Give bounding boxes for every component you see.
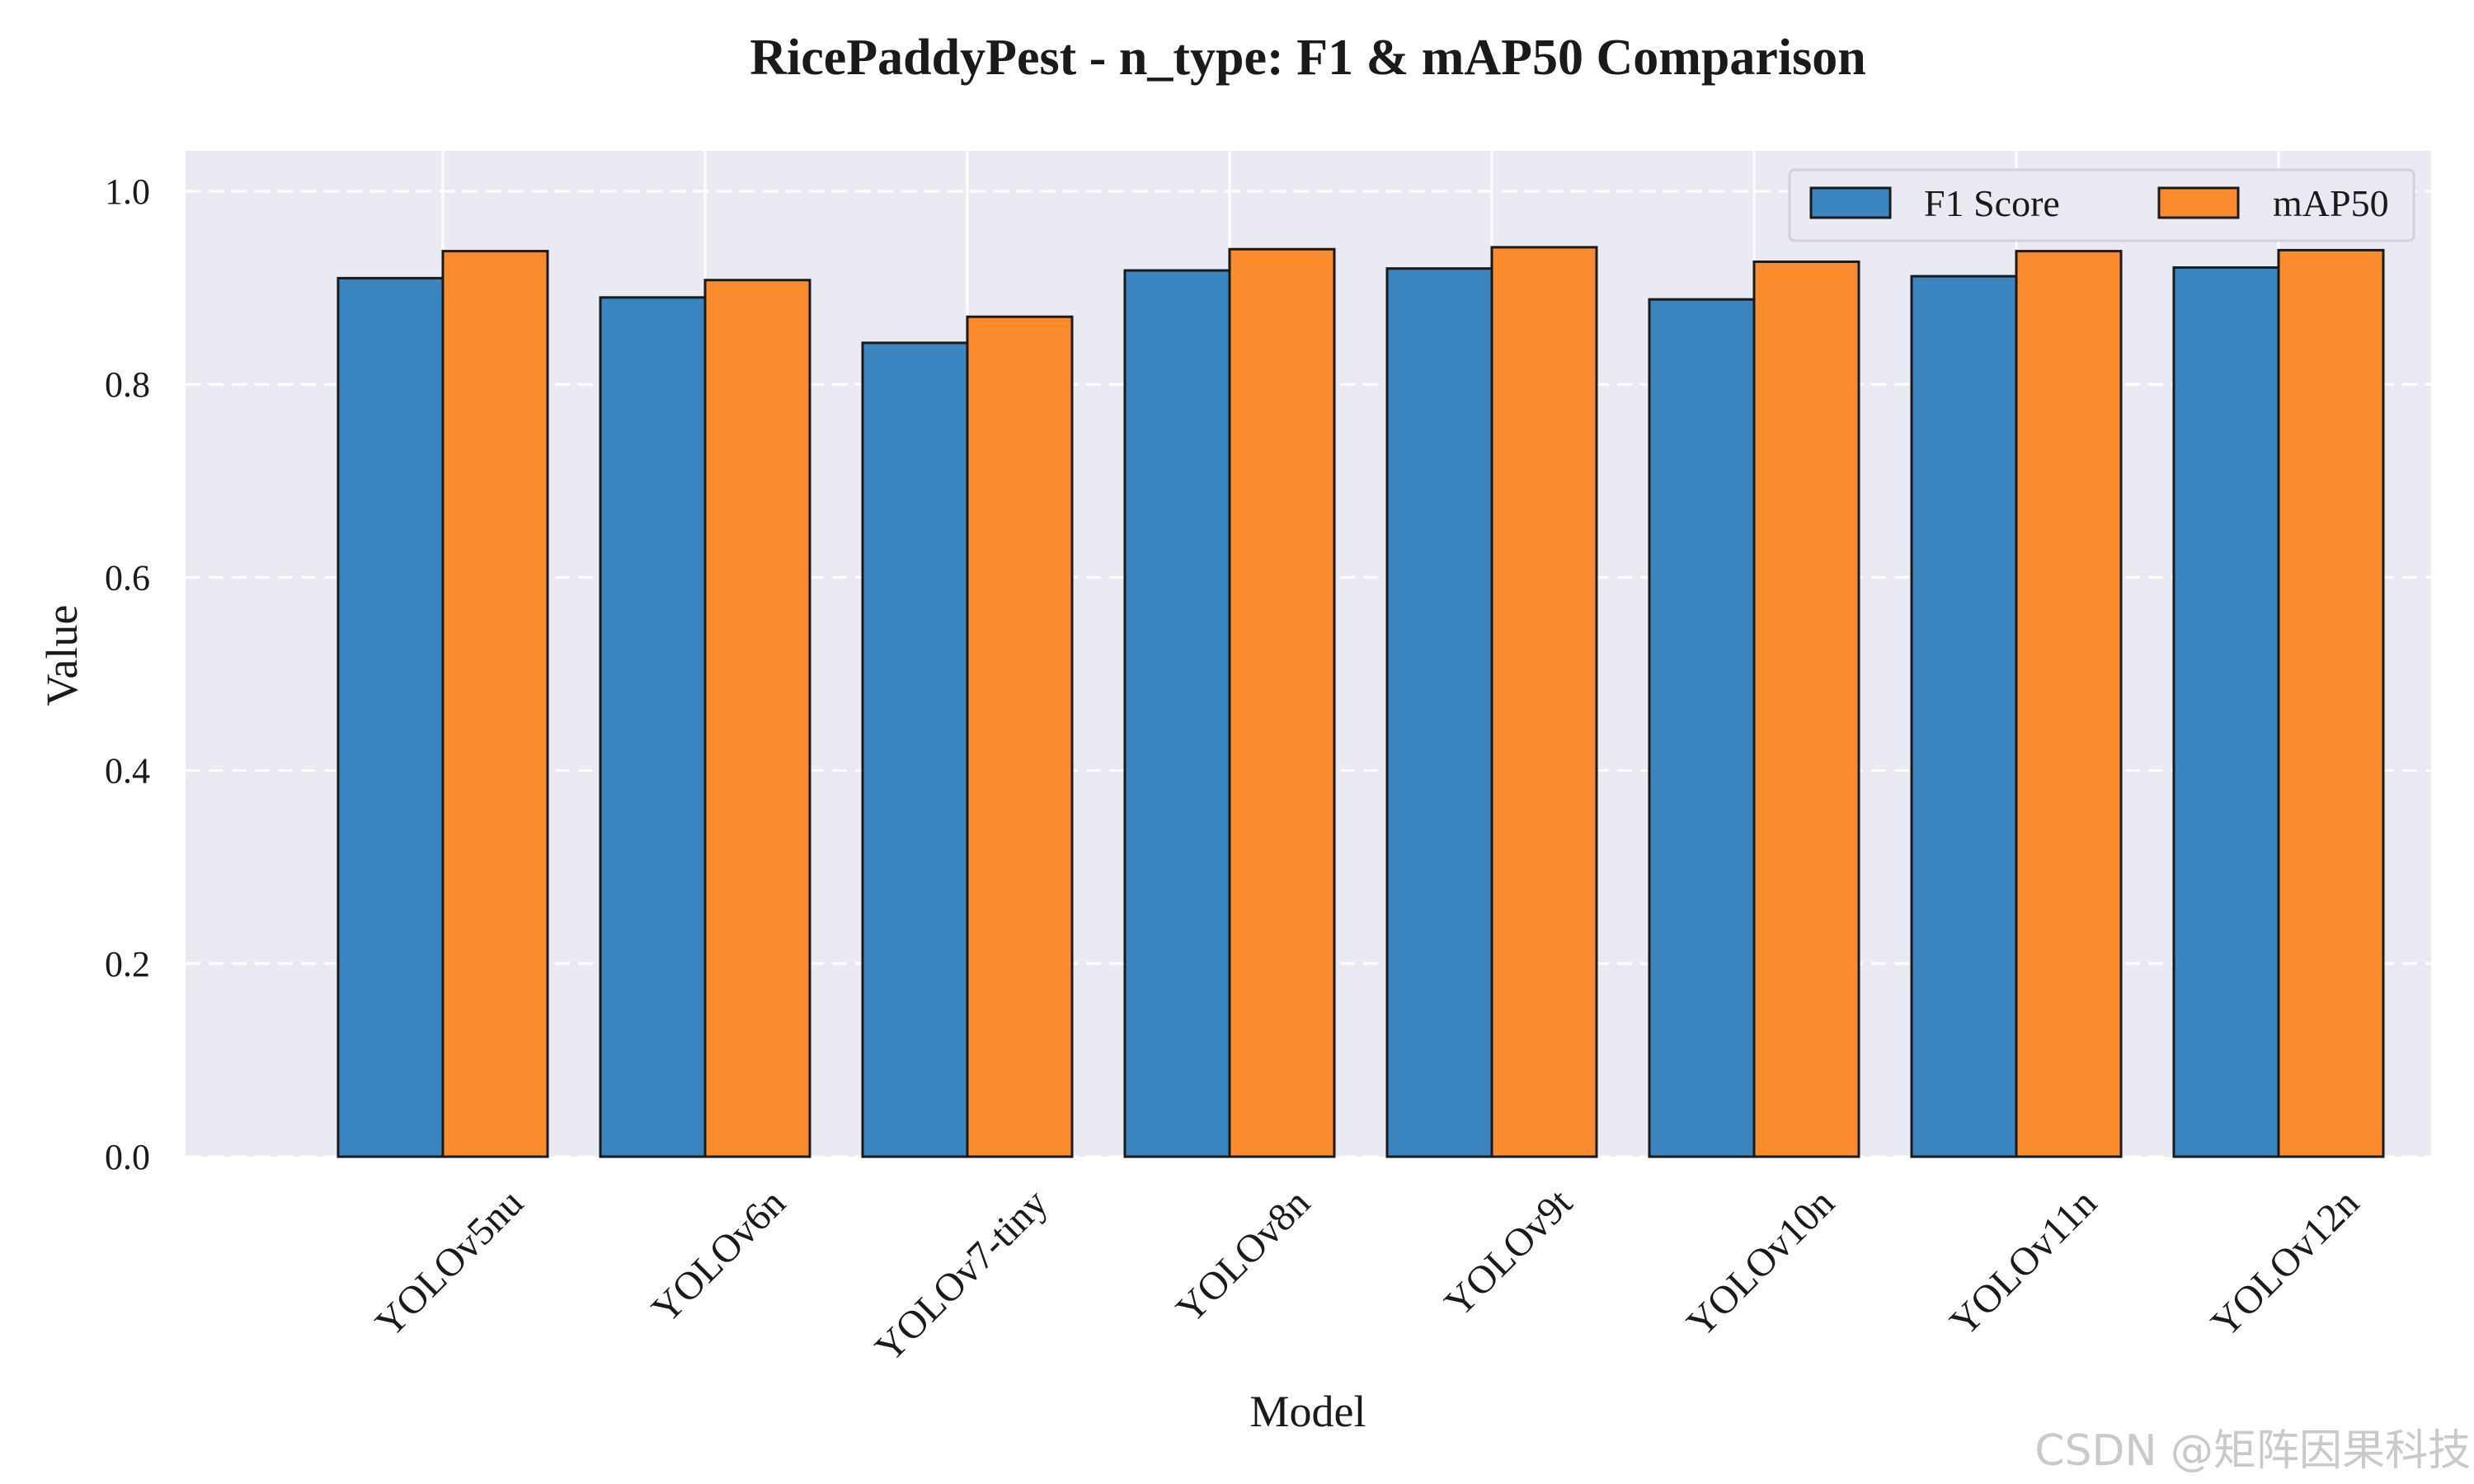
x-tick-label: YOLOv12n xyxy=(2203,1181,2368,1345)
y-tick-label: 0.8 xyxy=(105,364,150,405)
bar-f1-score-yolov8n xyxy=(1123,269,1231,1158)
watermark-text: CSDN @矩阵因果科技 xyxy=(2034,1426,2471,1476)
bars xyxy=(336,246,2385,1158)
y-tick-label: 0.6 xyxy=(105,557,150,598)
x-tick-label: YOLOv8n xyxy=(1168,1181,1319,1331)
legend-swatch-f1-score xyxy=(1809,186,1892,219)
x-tick-label: YOLOv6n xyxy=(643,1181,794,1331)
x-tick-label: YOLOv7-tiny xyxy=(867,1181,1056,1370)
legend-label-map50: mAP50 xyxy=(2273,182,2389,224)
x-tick-label: YOLOv5nu xyxy=(367,1181,532,1345)
legend-swatch-map50 xyxy=(2157,186,2240,219)
bar-f1-score-yolov7-tiny xyxy=(861,341,969,1158)
bar-map50-yolov6n xyxy=(703,279,811,1158)
y-tick-label: 0.4 xyxy=(105,751,150,791)
x-tick-label: YOLOv11n xyxy=(1941,1181,2105,1344)
bar-map50-yolov7-tiny xyxy=(966,315,1074,1158)
x-axis-label: Model xyxy=(1250,1387,1366,1436)
bar-f1-score-yolov5nu xyxy=(336,276,444,1158)
bar-map50-yolov10n xyxy=(1752,260,1860,1158)
legend-box xyxy=(1788,168,2415,242)
y-axis-label: Value xyxy=(37,605,87,707)
x-tick-label: YOLOv9t xyxy=(1437,1181,1582,1326)
bar-map50-yolov8n xyxy=(1228,247,1336,1158)
chart-title: RicePaddyPest - n_type: F1 & mAP50 Compa… xyxy=(750,30,1866,86)
x-tick-label: YOLOv10n xyxy=(1678,1181,1843,1345)
bar-f1-score-yolov6n xyxy=(599,296,707,1158)
legend-label-f1-score: F1 Score xyxy=(1924,182,2060,224)
bar-map50-yolov12n xyxy=(2277,248,2385,1158)
bar-map50-yolov5nu xyxy=(441,250,549,1158)
y-tick-label: 0.2 xyxy=(105,944,150,984)
legend: F1 Score mAP50 xyxy=(1788,168,2415,242)
bar-f1-score-yolov9t xyxy=(1385,267,1493,1158)
bar-f1-score-yolov10n xyxy=(1648,298,1756,1158)
y-tick-labels: 0.0 0.2 0.4 0.6 0.8 1.0 xyxy=(105,171,150,1177)
bar-f1-score-yolov11n xyxy=(1910,275,2018,1158)
x-tick-labels: YOLOv5nu YOLOv6n YOLOv7-tiny YOLOv8n YOLOv9t… xyxy=(367,1181,2368,1370)
bar-map50-yolov11n xyxy=(2015,250,2123,1158)
bar-map50-yolov9t xyxy=(1490,246,1598,1158)
bar-f1-score-yolov12n xyxy=(2172,266,2280,1158)
y-tick-label: 1.0 xyxy=(105,171,150,212)
y-tick-label: 0.0 xyxy=(105,1137,150,1177)
